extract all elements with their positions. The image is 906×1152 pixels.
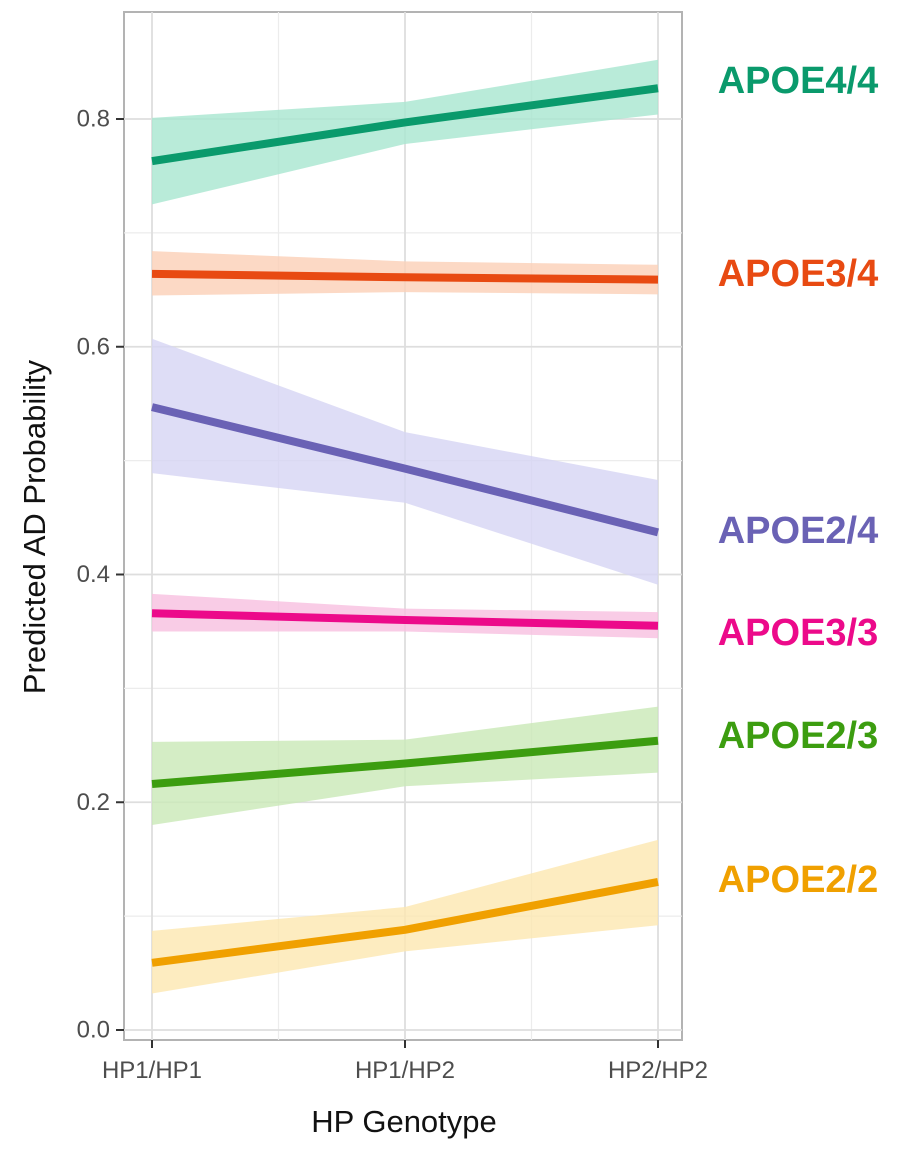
x-axis-title: HP Genotype <box>311 1104 497 1139</box>
series-label-apoe2-4: APOE2/4 <box>718 510 879 552</box>
series-label-apoe3-3: APOE3/3 <box>718 612 879 654</box>
series-line-apoe3-4 <box>151 269 659 284</box>
band-apoe4-4 <box>152 59 658 205</box>
y-tick-label: 0.6 <box>77 333 110 360</box>
y-tick-label: 0.2 <box>77 789 110 816</box>
series-labels: APOE4/4 APOE3/4 APOE2/4 APOE3/3 APOE2/3 APOE2… <box>718 60 879 901</box>
y-axis-title: Predicted AD Probability <box>17 359 52 694</box>
series-label-apoe3-4: APOE3/4 <box>718 253 879 295</box>
x-axis: HP1/HP1 HP1/HP2 HP2/HP2 <box>102 1040 708 1084</box>
series-line-apoe3-3 <box>151 609 659 630</box>
series-line-apoe2-2 <box>151 878 659 967</box>
series-line-apoe4-4 <box>151 84 659 166</box>
x-tick-label: HP2/HP2 <box>608 1057 708 1084</box>
series-lines <box>151 84 659 967</box>
band-apoe2-2 <box>152 839 658 994</box>
series-label-apoe4-4: APOE4/4 <box>718 60 879 102</box>
series-label-apoe2-3: APOE2/3 <box>718 715 879 757</box>
series-label-apoe2-2: APOE2/2 <box>718 859 879 901</box>
x-tick-label: HP1/HP1 <box>102 1057 202 1084</box>
band-apoe2-4 <box>152 338 658 585</box>
y-axis: 0.0 0.2 0.4 0.6 0.8 <box>77 106 124 1044</box>
y-tick-label: 0.4 <box>77 561 110 588</box>
y-tick-label: 0.0 <box>77 1017 110 1044</box>
x-tick-label: HP1/HP2 <box>355 1057 455 1084</box>
series-line-apoe2-4 <box>151 403 659 537</box>
series-line-apoe2-3 <box>151 736 659 789</box>
y-tick-label: 0.8 <box>77 106 110 133</box>
